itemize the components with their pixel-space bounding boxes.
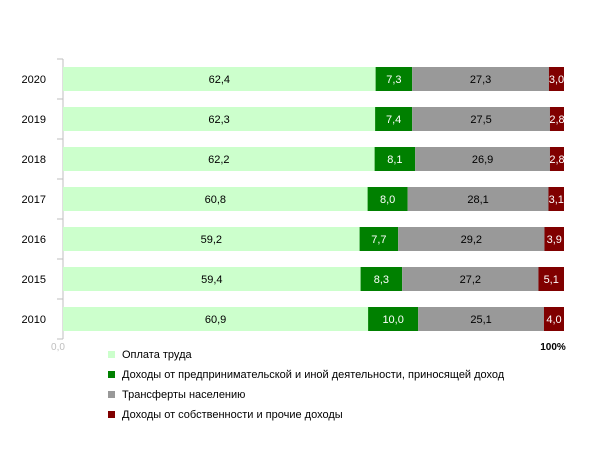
legend-swatch (108, 371, 115, 378)
data-label: 60,8 (205, 194, 226, 206)
data-label: 7,3 (386, 74, 401, 86)
legend-label: Доходы от предпринимательской и иной дея… (122, 369, 505, 381)
y-tick-label: 2020 (22, 74, 46, 86)
data-label: 60,9 (205, 314, 226, 326)
bar-segment (407, 187, 549, 211)
data-label: 5,1 (544, 274, 559, 286)
bar-segment (63, 307, 369, 331)
bar-segment (548, 187, 564, 211)
data-label: 26,9 (472, 154, 493, 166)
data-label: 62,2 (208, 154, 229, 166)
bar-segment (418, 307, 544, 331)
legend: Оплата труда Доходы от предпринимательско… (108, 349, 505, 421)
bar-segment (359, 227, 399, 251)
data-label: 7,4 (386, 114, 401, 126)
data-label: 8,1 (387, 154, 402, 166)
bar-segment (63, 267, 361, 291)
data-label: 2,8 (549, 114, 564, 126)
data-label: 62,4 (209, 74, 230, 86)
legend-swatch (108, 411, 115, 418)
bar-segment (548, 67, 564, 91)
legend-label: Трансферты населению (122, 389, 245, 401)
x-tick-label: 100% (540, 342, 566, 353)
data-label: 7,7 (371, 234, 386, 246)
bar-segment (544, 227, 564, 251)
y-tick-label: 2015 (22, 274, 46, 286)
data-label: 59,2 (201, 234, 222, 246)
y-tick-label: 2017 (22, 194, 46, 206)
legend-swatch (108, 391, 115, 398)
bar-segment (375, 107, 413, 131)
y-tick-label: 2016 (22, 234, 46, 246)
y-tick-label: 2019 (22, 114, 46, 126)
legend-swatch (108, 351, 115, 358)
bar-segment (415, 147, 550, 171)
bar-segment (402, 267, 539, 291)
data-label: 27,3 (470, 74, 491, 86)
data-label: 27,2 (460, 274, 481, 286)
legend-label: Доходы от собственности и прочие доходы (122, 409, 343, 421)
bar-segment (398, 227, 545, 251)
bar-segment (63, 67, 376, 91)
bar-segment (538, 267, 564, 291)
data-label: 59,4 (201, 274, 222, 286)
bar-segment (375, 67, 413, 91)
bar-segment (368, 307, 419, 331)
bar-segment (63, 107, 376, 131)
data-label: 8,0 (380, 194, 395, 206)
y-tick-label: 2018 (22, 154, 46, 166)
data-label: 3,9 (547, 234, 562, 246)
plot-area: 62,4 7,3 27,3 3,0 62,3 7,4 27,5 2,8 62,2 8,1 26,9 2… (57, 58, 565, 340)
data-label: 27,5 (470, 114, 491, 126)
bar-segment (549, 147, 564, 171)
bar-segment (63, 187, 368, 211)
bar-segment (63, 227, 360, 251)
data-label: 3,1 (549, 194, 564, 206)
bar-segment (374, 147, 416, 171)
data-label: 62,3 (208, 114, 229, 126)
data-label: 10,0 (382, 314, 403, 326)
bar-segment (543, 307, 564, 331)
data-label: 28,1 (467, 194, 488, 206)
bar-segment (63, 147, 375, 171)
legend-label: Оплата труда (122, 349, 192, 361)
bar-segment (367, 187, 408, 211)
x-tick-label: 0,0 (51, 342, 65, 353)
bar-segment (360, 267, 403, 291)
data-label: 2,8 (549, 154, 564, 166)
y-tick-label: 2010 (22, 314, 46, 326)
y-axis-tick-labels: 2020 2019 2018 2017 2016 2015 2010 (22, 74, 46, 326)
data-label: 4,0 (546, 314, 561, 326)
data-label: 25,1 (470, 314, 491, 326)
bar-segment (549, 107, 564, 131)
data-label: 8,3 (374, 274, 389, 286)
bar-segment (412, 67, 549, 91)
data-label: 29,2 (461, 234, 482, 246)
bar-segment (412, 107, 550, 131)
data-label: 3,0 (549, 74, 564, 86)
x-axis-tick-labels: 0,0 100% (51, 342, 566, 353)
